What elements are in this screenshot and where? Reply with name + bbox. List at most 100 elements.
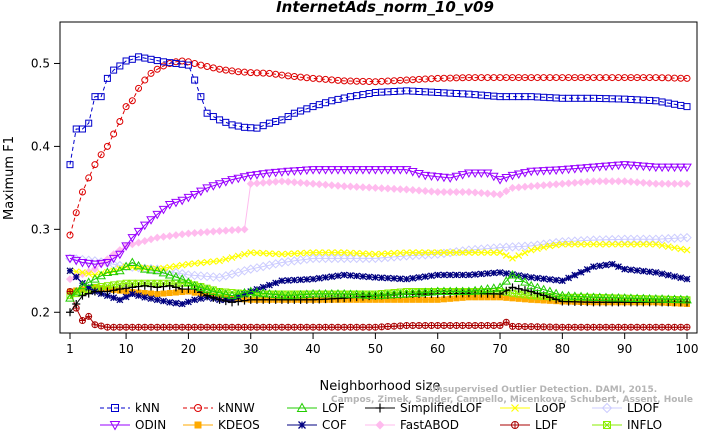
data-point — [216, 257, 224, 265]
data-point — [66, 267, 74, 275]
data-point — [496, 249, 504, 256]
data-point — [297, 249, 305, 257]
data-point — [90, 260, 100, 270]
data-point — [376, 290, 387, 299]
data-point — [583, 266, 591, 273]
data-point — [459, 322, 467, 330]
data-point — [333, 181, 342, 190]
data-point — [209, 323, 217, 331]
data-point — [527, 246, 535, 254]
data-point — [359, 272, 367, 280]
data-point — [384, 250, 392, 257]
data-point — [334, 323, 342, 331]
data-point — [345, 166, 356, 175]
data-point — [148, 290, 155, 297]
data-point — [415, 273, 423, 281]
data-point — [203, 258, 211, 266]
data-point — [627, 266, 635, 274]
data-point — [608, 260, 616, 268]
data-point — [189, 280, 200, 290]
data-point — [166, 298, 174, 306]
data-point — [135, 289, 142, 296]
data-point — [514, 183, 523, 192]
chart-title: InternetAds_norm_10_v09 — [276, 0, 494, 16]
data-point — [508, 283, 517, 292]
data-point — [289, 290, 300, 299]
series-knn — [66, 53, 691, 169]
data-point — [515, 322, 523, 330]
data-point — [66, 161, 74, 169]
data-point — [346, 271, 354, 279]
data-point — [110, 130, 118, 138]
data-point — [452, 271, 460, 279]
data-point — [359, 250, 367, 257]
data-point — [451, 286, 462, 296]
y-tick-label: 0.2 — [31, 305, 50, 319]
data-point — [159, 323, 167, 331]
data-point — [83, 259, 94, 269]
data-point — [520, 286, 529, 295]
data-point — [464, 286, 474, 296]
data-point — [252, 171, 262, 180]
data-point — [189, 270, 200, 281]
data-point — [646, 268, 654, 276]
series-line — [69, 60, 688, 236]
data-point — [682, 232, 692, 243]
data-point — [409, 296, 416, 303]
data-point — [639, 323, 647, 331]
data-point — [664, 243, 672, 251]
data-point — [178, 323, 186, 331]
data-point — [513, 170, 524, 180]
data-point — [271, 177, 280, 186]
data-point — [303, 275, 311, 283]
x-tick-label: 30 — [243, 342, 258, 356]
data-point — [521, 296, 528, 303]
data-point — [197, 295, 205, 303]
data-point — [320, 166, 331, 175]
data-point — [122, 103, 130, 111]
data-point — [626, 293, 636, 302]
data-point — [328, 249, 336, 256]
data-point — [632, 293, 643, 302]
data-point — [78, 188, 86, 196]
data-point — [426, 287, 437, 296]
data-point — [121, 242, 131, 251]
data-point — [158, 267, 169, 277]
data-point — [590, 263, 597, 271]
data-point — [551, 166, 561, 175]
data-point — [558, 179, 567, 188]
series-ldf — [66, 288, 691, 331]
data-point — [638, 234, 649, 244]
data-point — [85, 283, 93, 291]
data-point — [511, 421, 519, 429]
data-point — [84, 289, 93, 298]
data-point — [552, 180, 561, 189]
data-point — [495, 176, 505, 185]
data-point — [652, 240, 660, 248]
data-point — [476, 169, 487, 178]
data-point — [496, 190, 505, 199]
data-point — [191, 59, 199, 67]
credit-line-1: Campos, Zimek, Sander, Campello, Micenko… — [331, 395, 693, 405]
data-point — [172, 299, 180, 307]
data-point — [265, 178, 274, 187]
data-point — [326, 289, 337, 298]
data-point — [90, 256, 100, 266]
data-point — [196, 187, 206, 197]
data-point — [396, 249, 404, 257]
legend-item-ldof: LDOF — [592, 401, 659, 415]
data-point — [439, 188, 448, 197]
data-point — [582, 291, 593, 301]
data-point — [671, 244, 678, 252]
legend-label: FastABOD — [400, 418, 459, 432]
data-point — [290, 323, 298, 331]
data-point — [346, 182, 355, 191]
data-point — [216, 323, 224, 331]
data-point — [652, 323, 660, 331]
data-point — [278, 277, 286, 285]
data-point — [141, 323, 149, 331]
data-point — [671, 323, 679, 331]
legend-label: kNN — [135, 401, 160, 415]
data-point — [644, 293, 655, 303]
data-point — [538, 284, 549, 294]
